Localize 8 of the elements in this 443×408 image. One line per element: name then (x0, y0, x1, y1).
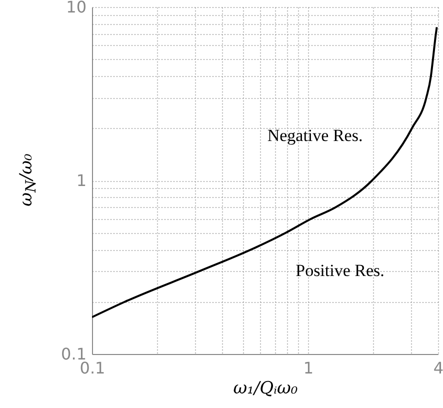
annotation: Positive Res. (296, 261, 384, 280)
y-tick-label: 1 (76, 171, 86, 190)
annotation: Negative Res. (267, 126, 363, 145)
x-tick-label: 4 (433, 358, 443, 378)
x-tick-label: 0.1 (80, 358, 106, 378)
y-tick-label: 10 (66, 0, 86, 16)
x-tick-label: 1 (303, 358, 314, 378)
x-axis-title: ω₁/Qᵢω₀ (233, 378, 298, 398)
